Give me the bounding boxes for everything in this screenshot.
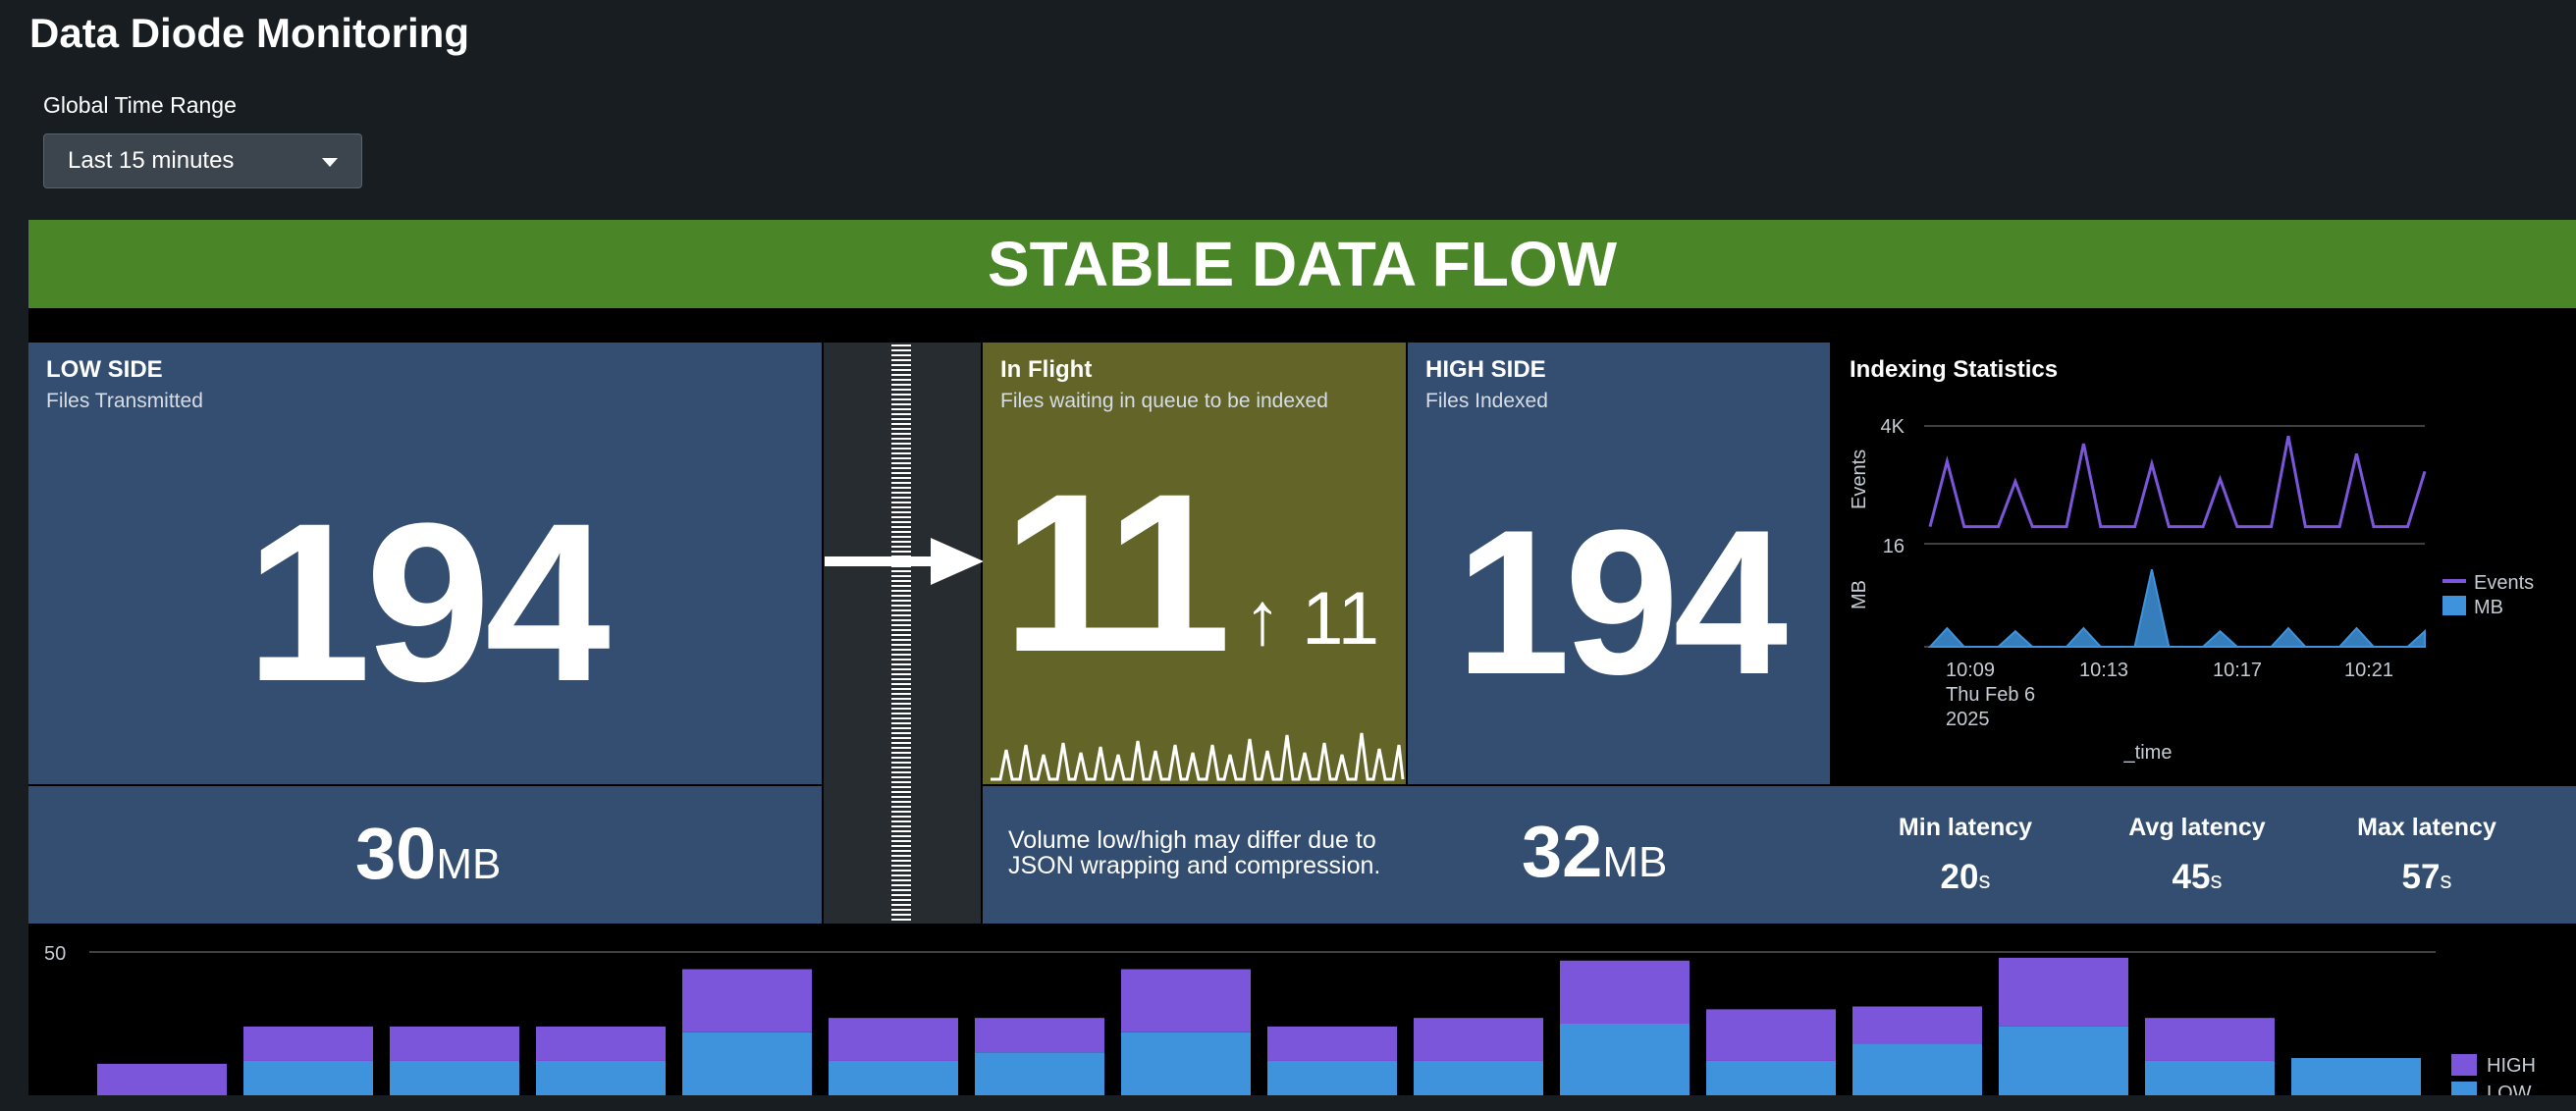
bar-high-5: [682, 969, 812, 1032]
low-side-count: 194: [245, 476, 611, 728]
x-tick-1013: 10:13: [2079, 660, 2128, 681]
bar-high-8: [1121, 969, 1251, 1032]
bar-high-2: [243, 1026, 373, 1061]
in-flight-count: 11: [1002, 447, 1231, 699]
low-side-panel: LOW SIDE Files Transmitted 194: [28, 343, 822, 784]
events-series: [1928, 436, 2427, 529]
bar-low-5: [682, 1032, 812, 1095]
in-flight-sparkline: [991, 732, 1405, 781]
x-tick-year: 2025: [1946, 709, 1990, 730]
bar-high-12: [1706, 1009, 1836, 1061]
bar-high-11: [1560, 960, 1690, 1024]
legend-mb-label: MB: [2474, 597, 2503, 618]
low-side-volume: 30MB: [355, 813, 502, 894]
status-text: STABLE DATA FLOW: [987, 229, 1618, 299]
legend-high-swatch: [2451, 1054, 2477, 1076]
x-tick-1017: 10:17: [2213, 660, 2262, 681]
frame-bottom: [0, 1095, 2576, 1111]
bar-low-9: [1267, 1060, 1397, 1095]
y-tick-50: 50: [44, 943, 66, 965]
high-side-title: HIGH SIDE: [1425, 356, 1546, 383]
volume-bar-chart: 50 HIGH LOW: [44, 943, 2536, 1095]
bar-low-8: [1121, 1032, 1251, 1095]
bar-high-10: [1414, 1018, 1543, 1061]
low-side-volume-panel: 30MB: [28, 786, 822, 924]
x-tick-1021: 10:21: [2344, 660, 2393, 681]
status-banner: STABLE DATA FLOW: [28, 220, 2576, 308]
in-flight-subtitle: Files waiting in queue to be indexed: [1000, 390, 1328, 412]
bar-high-6: [829, 1018, 958, 1061]
time-range-value: Last 15 minutes: [68, 147, 235, 174]
indexing-stats-title: Indexing Statistics: [1850, 356, 2059, 383]
bar-high-15: [2145, 1018, 2275, 1061]
flow-arrow-icon: [825, 538, 984, 585]
max-latency: Max latency 57s: [2357, 814, 2496, 896]
volume-latency-panel: Volume low/high may differ due to JSON w…: [983, 786, 2576, 924]
y-axis-label-events: Events: [1849, 450, 1870, 509]
high-side-volume: 32MB: [1522, 811, 1668, 892]
events-line: [1928, 436, 2427, 529]
y-tick-events-top: 4K: [1881, 416, 1905, 438]
bar-low-7: [975, 1052, 1104, 1095]
bar-low-3: [390, 1060, 519, 1095]
in-flight-delta: ↑ 11: [1244, 577, 1380, 661]
volume-bar-chart-panel: 50 HIGH LOW: [28, 926, 2576, 1095]
legend-events-label: Events: [2474, 572, 2534, 594]
x-tick-1009: 10:09: [1946, 660, 1995, 681]
bar-high-7: [975, 1018, 1104, 1053]
bar-high-13: [1852, 1006, 1982, 1044]
x-tick-date: Thu Feb 6: [1946, 684, 2035, 706]
bar-low-2: [243, 1060, 373, 1095]
page-title: Data Diode Monitoring: [29, 10, 469, 56]
bar-low-14: [1999, 1026, 2128, 1095]
high-side-count: 194: [1455, 487, 1788, 717]
legend-low-swatch: [2451, 1082, 2477, 1095]
legend-mb-swatch: [2442, 596, 2466, 615]
high-side-subtitle: Files Indexed: [1425, 390, 1548, 412]
in-flight-title: In Flight: [1000, 356, 1093, 383]
low-side-title: LOW SIDE: [46, 356, 163, 383]
high-side-panel: HIGH SIDE Files Indexed 194: [1408, 343, 1830, 784]
diode-barrier: [891, 344, 911, 922]
bar-high-3: [390, 1026, 519, 1061]
bar-high-4: [536, 1026, 666, 1061]
y-axis-label-mb: MB: [1849, 580, 1870, 609]
x-axis-label: _time: [2123, 742, 2173, 764]
low-side-subtitle: Files Transmitted: [46, 390, 203, 412]
bar-high-1: [97, 1063, 227, 1095]
caret-down-icon: [322, 158, 338, 167]
volume-note: Volume low/high may differ due to JSON w…: [1008, 826, 1381, 880]
bar-low-10: [1414, 1060, 1543, 1095]
min-latency: Min latency 20s: [1898, 814, 2033, 896]
y-tick-events-bottom: 16: [1883, 536, 1905, 557]
mb-series: [1927, 568, 2426, 648]
in-flight-panel: In Flight Files waiting in queue to be i…: [983, 343, 1406, 784]
mb-area: [1927, 568, 2426, 648]
indexing-stats-panel: Indexing Statistics 4K 16 Events MB 10:0…: [1832, 343, 2576, 784]
bar-low-11: [1560, 1024, 1690, 1095]
bar-low-4: [536, 1060, 666, 1095]
bar-low-13: [1852, 1043, 1982, 1095]
legend-low-label: LOW: [2487, 1083, 2532, 1095]
arrow-up-icon: ↑: [1244, 577, 1281, 661]
indexing-stats-chart: 4K 16 Events MB 10:09 Thu Feb 6 2025 10:…: [1849, 416, 2534, 764]
bar-low-6: [829, 1060, 958, 1095]
time-range-dropdown[interactable]: Last 15 minutes: [43, 133, 362, 188]
avg-latency: Avg latency 45s: [2128, 814, 2266, 896]
legend-high-label: HIGH: [2487, 1055, 2536, 1077]
bar-low-12: [1706, 1060, 1836, 1095]
bar-low-15: [2145, 1060, 2275, 1095]
bar-high-14: [1999, 957, 2128, 1027]
bar-high-9: [1267, 1026, 1397, 1061]
bar-low-16: [2291, 1058, 2421, 1095]
time-range-label: Global Time Range: [43, 92, 237, 118]
bar-series: [97, 957, 2421, 1095]
